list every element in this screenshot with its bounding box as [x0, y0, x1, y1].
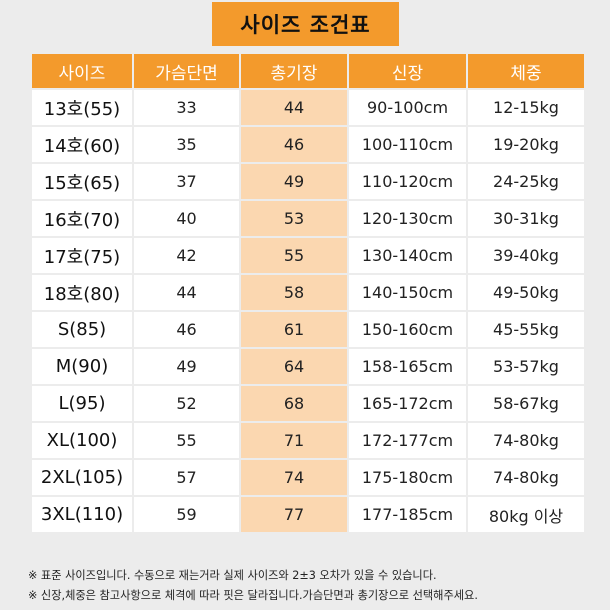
- cell-size: 16호(70): [32, 201, 132, 236]
- cell-chest: 40: [134, 201, 239, 236]
- table-row: 15호(65) 37 49 110-120cm 24-25kg: [32, 164, 584, 199]
- header-height: 신장: [349, 54, 466, 88]
- cell-weight: 49-50kg: [468, 275, 584, 310]
- table-row: L(95) 52 68 165-172cm 58-67kg: [32, 386, 584, 421]
- table-row: M(90) 49 64 158-165cm 53-57kg: [32, 349, 584, 384]
- cell-length: 61: [241, 312, 347, 347]
- table-row: 16호(70) 40 53 120-130cm 30-31kg: [32, 201, 584, 236]
- cell-height: 175-180cm: [349, 460, 466, 495]
- size-chart-table: 사이즈 가슴단면 총기장 신장 체중 13호(55) 33 44 90-100cm 12…: [30, 52, 586, 534]
- cell-chest: 59: [134, 497, 239, 532]
- cell-weight: 24-25kg: [468, 164, 584, 199]
- table-row: 17호(75) 42 55 130-140cm 39-40kg: [32, 238, 584, 273]
- cell-weight: 58-67kg: [468, 386, 584, 421]
- cell-height: 130-140cm: [349, 238, 466, 273]
- cell-length: 53: [241, 201, 347, 236]
- cell-weight: 12-15kg: [468, 90, 584, 125]
- note-standard-size: ※ 표준 사이즈입니다. 수동으로 재는거라 실제 사이즈와 2±3 오차가 있…: [28, 569, 437, 582]
- cell-chest: 37: [134, 164, 239, 199]
- cell-weight: 74-80kg: [468, 423, 584, 458]
- cell-chest: 44: [134, 275, 239, 310]
- cell-length: 44: [241, 90, 347, 125]
- table-row: S(85) 46 61 150-160cm 45-55kg: [32, 312, 584, 347]
- cell-length: 71: [241, 423, 347, 458]
- cell-length: 46: [241, 127, 347, 162]
- page-title: 사이즈 조건표: [212, 2, 399, 46]
- cell-size: M(90): [32, 349, 132, 384]
- cell-height: 172-177cm: [349, 423, 466, 458]
- cell-height: 90-100cm: [349, 90, 466, 125]
- cell-size: 13호(55): [32, 90, 132, 125]
- table-row: 13호(55) 33 44 90-100cm 12-15kg: [32, 90, 584, 125]
- header-size: 사이즈: [32, 54, 132, 88]
- cell-chest: 57: [134, 460, 239, 495]
- cell-weight: 39-40kg: [468, 238, 584, 273]
- cell-size: 17호(75): [32, 238, 132, 273]
- cell-height: 165-172cm: [349, 386, 466, 421]
- cell-chest: 49: [134, 349, 239, 384]
- table-header-row: 사이즈 가슴단면 총기장 신장 체중: [32, 54, 584, 88]
- cell-chest: 35: [134, 127, 239, 162]
- cell-length: 77: [241, 497, 347, 532]
- cell-chest: 55: [134, 423, 239, 458]
- notes: ※ 표준 사이즈입니다. 수동으로 재는거라 실제 사이즈와 2±3 오차가 있…: [28, 566, 598, 606]
- cell-length: 58: [241, 275, 347, 310]
- cell-size: S(85): [32, 312, 132, 347]
- cell-size: 3XL(110): [32, 497, 132, 532]
- cell-height: 150-160cm: [349, 312, 466, 347]
- cell-size: 14호(60): [32, 127, 132, 162]
- cell-size: L(95): [32, 386, 132, 421]
- table-body: 13호(55) 33 44 90-100cm 12-15kg 14호(60) 35 46 100…: [32, 90, 584, 532]
- cell-height: 110-120cm: [349, 164, 466, 199]
- cell-chest: 33: [134, 90, 239, 125]
- cell-length: 55: [241, 238, 347, 273]
- cell-weight: 74-80kg: [468, 460, 584, 495]
- cell-length: 68: [241, 386, 347, 421]
- cell-chest: 52: [134, 386, 239, 421]
- cell-length: 49: [241, 164, 347, 199]
- cell-length: 64: [241, 349, 347, 384]
- cell-size: 2XL(105): [32, 460, 132, 495]
- cell-weight: 80kg 이상: [468, 497, 584, 532]
- cell-size: 15호(65): [32, 164, 132, 199]
- cell-weight: 53-57kg: [468, 349, 584, 384]
- cell-height: 120-130cm: [349, 201, 466, 236]
- table-row: 2XL(105) 57 74 175-180cm 74-80kg: [32, 460, 584, 495]
- cell-height: 140-150cm: [349, 275, 466, 310]
- cell-height: 177-185cm: [349, 497, 466, 532]
- header-weight: 체중: [468, 54, 584, 88]
- cell-weight: 19-20kg: [468, 127, 584, 162]
- table-row: 3XL(110) 59 77 177-185cm 80kg 이상: [32, 497, 584, 532]
- cell-weight: 45-55kg: [468, 312, 584, 347]
- header-length: 총기장: [241, 54, 347, 88]
- cell-chest: 46: [134, 312, 239, 347]
- cell-chest: 42: [134, 238, 239, 273]
- cell-height: 158-165cm: [349, 349, 466, 384]
- note-height-weight: ※ 신장,체중은 참고사항으로 체격에 따라 핏은 달라집니다.가슴단면과 총기…: [28, 589, 478, 602]
- cell-weight: 30-31kg: [468, 201, 584, 236]
- cell-size: XL(100): [32, 423, 132, 458]
- cell-size: 18호(80): [32, 275, 132, 310]
- table-row: 18호(80) 44 58 140-150cm 49-50kg: [32, 275, 584, 310]
- header-chest: 가슴단면: [134, 54, 239, 88]
- cell-height: 100-110cm: [349, 127, 466, 162]
- cell-length: 74: [241, 460, 347, 495]
- table-row: 14호(60) 35 46 100-110cm 19-20kg: [32, 127, 584, 162]
- table-row: XL(100) 55 71 172-177cm 74-80kg: [32, 423, 584, 458]
